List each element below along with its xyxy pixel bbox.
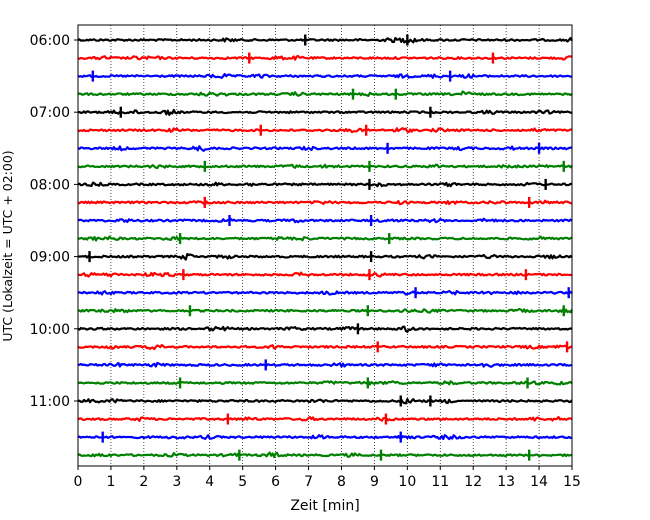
y-tick-label: 09:00 [30,250,70,266]
trace-line [77,434,573,441]
x-tick-label: 9 [370,474,379,490]
trace-line [77,217,573,224]
trace-0745 [77,160,573,172]
trace-line [77,90,573,98]
trace-1015 [77,341,573,353]
trace-line [77,145,573,152]
trace-1000 [77,323,573,335]
trace-0800 [77,178,573,190]
trace-line [77,181,573,188]
trace-0915 [77,269,573,281]
trace-0845 [77,233,573,245]
trace-line [77,127,573,134]
trace-0645 [77,88,573,100]
trace-1145 [77,449,573,461]
y-tick-label: 10:00 [30,322,70,338]
x-tick-label: 3 [172,474,181,490]
x-tick-label: 12 [464,474,482,490]
y-tick-label: 06:00 [30,33,70,49]
trace-0600 [77,34,573,46]
trace-0630 [77,70,573,82]
trace-line [77,343,573,351]
y-tick-label: 11:00 [30,394,70,410]
trace-0930 [77,287,573,299]
x-tick-label: 0 [74,474,83,490]
x-tick-label: 6 [271,474,280,490]
trace-layer [77,34,573,461]
trace-line [77,108,573,116]
y-ticks: 06:00 07:00 08:00 09:00 10:00 11:00 [30,33,78,410]
y-axis-label: UTC (Lokalzeit = UTC + 02:00) [0,150,15,341]
trace-line [77,199,573,206]
trace-0615 [77,52,573,64]
trace-line [77,289,573,296]
trace-0730 [77,142,573,154]
trace-line [77,72,573,80]
trace-1130 [77,431,573,443]
trace-line [77,253,573,261]
x-tick-label: 11 [431,474,449,490]
trace-0700 [77,106,573,118]
trace-line [77,361,573,368]
trace-0945 [77,305,573,317]
trace-0900 [77,251,573,263]
x-tick-label: 4 [205,474,214,490]
trace-1030 [77,359,573,371]
trace-line [77,398,573,405]
trace-0815 [77,196,573,208]
trace-line [77,54,573,61]
trace-line [77,325,573,333]
x-ticks: 0 1 2 3 4 5 6 7 8 9 10 11 12 13 14 15 [74,466,581,490]
y-tick-label: 07:00 [30,105,70,121]
trace-1100 [77,395,573,407]
x-axis-label: Zeit [min] [290,498,359,514]
trace-line [77,307,573,314]
plot-frame [77,24,573,467]
x-tick-label: 2 [139,474,148,490]
trace-0830 [77,215,573,226]
trace-0715 [77,124,573,136]
x-tick-label: 15 [563,474,581,490]
trace-line [77,380,573,386]
x-tick-label: 7 [304,474,313,490]
x-tick-label: 10 [398,474,416,490]
trace-line [77,415,573,422]
x-tick-label: 8 [337,474,346,490]
trace-1045 [77,377,573,389]
x-tick-label: 14 [530,474,548,490]
x-tick-label: 1 [106,474,115,490]
trace-line [77,163,573,170]
y-tick-label: 08:00 [30,177,70,193]
trace-1115 [77,413,573,425]
trace-line [77,451,573,459]
trace-line [77,36,573,44]
x-tick-label: 13 [497,474,515,490]
trace-line [77,235,573,242]
trace-line [77,271,573,278]
x-tick-label: 5 [238,474,247,490]
